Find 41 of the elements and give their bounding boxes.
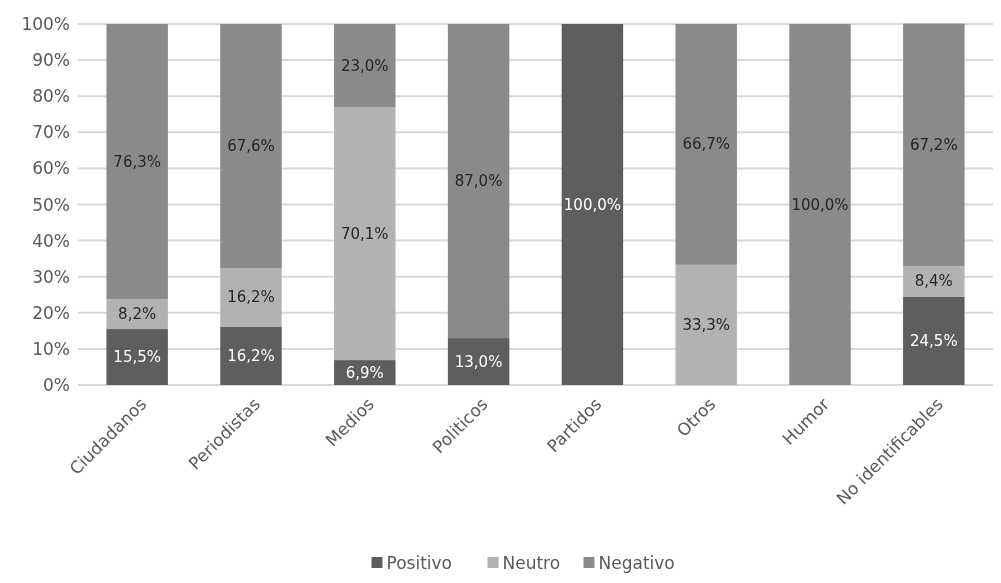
y-tick-label: 30% <box>32 266 70 287</box>
bar <box>561 24 624 385</box>
legend-label: Positivo <box>386 553 452 573</box>
y-tick-label: 80% <box>32 86 70 107</box>
legend-label: Neutro <box>502 553 561 573</box>
data-label: 70,1% <box>340 224 389 243</box>
data-label: 15,5% <box>113 348 162 367</box>
data-label: 76,3% <box>113 152 162 171</box>
bar <box>106 24 168 300</box>
data-label: 16,2% <box>227 288 275 307</box>
data-label: 6,9% <box>345 363 384 382</box>
data-label: 87,0% <box>454 172 503 191</box>
y-tick-label: 90% <box>32 50 70 71</box>
y-tick-label: 0% <box>43 375 70 395</box>
bar <box>675 24 737 265</box>
data-label: 23,0% <box>340 56 389 75</box>
y-tick-label: 100% <box>21 14 70 34</box>
data-label: 100,0% <box>563 195 621 214</box>
y-tick-label: 10% <box>32 338 70 359</box>
legend-label: Negativo <box>598 553 675 573</box>
bar <box>220 24 282 269</box>
data-label: 8,2% <box>118 305 157 324</box>
bar <box>903 23 965 267</box>
bar <box>447 24 510 339</box>
data-label: 24,5% <box>909 331 958 350</box>
bar <box>675 264 737 385</box>
bar <box>789 24 851 385</box>
bar <box>334 107 396 361</box>
data-label: 66,7% <box>682 135 731 154</box>
data-label: 8,4% <box>914 272 953 291</box>
data-label: 100,0% <box>791 195 849 214</box>
y-tick-label: 70% <box>32 122 70 143</box>
data-label: 16,2% <box>227 346 275 365</box>
y-tick-label: 20% <box>32 302 70 323</box>
data-label: 33,3% <box>682 315 731 334</box>
data-label: 67,2% <box>909 135 958 154</box>
y-tick-label: 60% <box>32 158 70 179</box>
y-tick-label: 50% <box>32 194 70 215</box>
data-label: 67,6% <box>227 137 275 156</box>
y-tick-label: 40% <box>32 230 70 251</box>
data-label: 13,0% <box>454 352 503 371</box>
